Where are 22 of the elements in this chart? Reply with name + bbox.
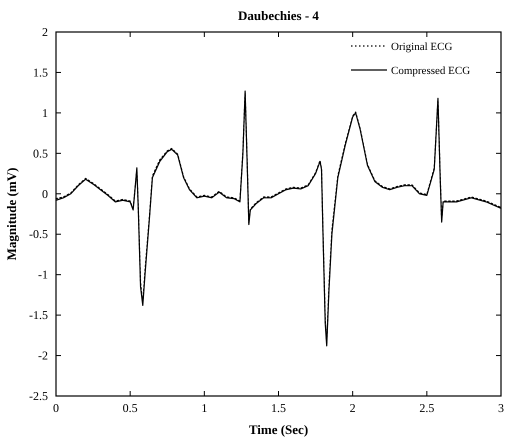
y-tick-label: -1 bbox=[38, 268, 48, 282]
y-axis-title: Magnitude (mV) bbox=[4, 168, 19, 260]
y-tick-label: -0.5 bbox=[29, 227, 48, 242]
legend-label: Original ECG bbox=[391, 41, 452, 53]
y-tick-label: -2.5 bbox=[29, 389, 48, 403]
x-tick-label: 0.5 bbox=[122, 401, 138, 415]
y-tick-label: 0.5 bbox=[33, 146, 48, 160]
y-tick-label: -2 bbox=[38, 348, 48, 363]
x-tick-label: 3 bbox=[498, 401, 504, 415]
x-tick-label: 1 bbox=[201, 401, 208, 415]
y-tick-label: 1 bbox=[42, 106, 48, 120]
x-tick-label: 1.5 bbox=[271, 401, 286, 415]
legend-label: Compressed ECG bbox=[391, 65, 470, 77]
x-axis-title: Time (Sec) bbox=[248, 422, 308, 437]
chart-title: Daubechies - 4 bbox=[238, 8, 320, 23]
y-tick-label: 0 bbox=[42, 186, 48, 201]
y-tick-label: 2 bbox=[42, 25, 48, 39]
y-tick-label: -1.5 bbox=[29, 308, 48, 322]
x-tick-label: 2 bbox=[350, 401, 356, 415]
x-tick-label: 2.5 bbox=[419, 401, 434, 415]
y-tick-label: 1.5 bbox=[33, 65, 48, 80]
x-tick-label: 0 bbox=[53, 401, 59, 415]
